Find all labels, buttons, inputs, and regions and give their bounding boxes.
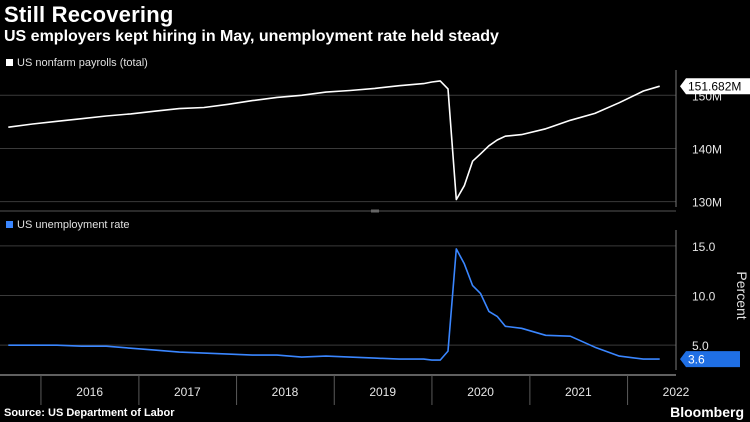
x-tick-label: 2020 bbox=[467, 385, 494, 399]
payrolls-legend-swatch bbox=[6, 59, 13, 66]
unemployment-last-value-label: 3.6 bbox=[688, 353, 705, 367]
unemployment-y-axis-label: Percent bbox=[734, 271, 750, 319]
x-tick-label: 2017 bbox=[174, 385, 201, 399]
unemployment-panel: US unemployment rate 5.0 10.0 15.0 Percent… bbox=[0, 219, 750, 370]
bloomberg-logo: Bloomberg bbox=[670, 404, 744, 420]
unemployment-y-tick-label: 15.0 bbox=[692, 240, 716, 254]
payrolls-last-value-tag bbox=[680, 78, 750, 95]
unemployment-legend-label: US unemployment rate bbox=[17, 219, 130, 231]
x-tick-label: 2016 bbox=[76, 385, 103, 399]
x-tick-label: 2021 bbox=[565, 385, 592, 399]
payrolls-y-tick-label: 130M bbox=[692, 196, 722, 210]
chart-subtitle: US employers kept hiring in May, unemplo… bbox=[4, 28, 499, 45]
unemployment-last-value-tag bbox=[680, 351, 740, 368]
unemployment-y-tick-label: 5.0 bbox=[692, 339, 709, 353]
source-note: Source: US Department of Labor bbox=[4, 407, 175, 419]
x-tick-label: 2018 bbox=[272, 385, 299, 399]
chart-title: Still Recovering bbox=[4, 2, 174, 27]
payrolls-panel: US nonfarm payrolls (total) 130M140M150M… bbox=[0, 57, 750, 210]
unemployment-legend-swatch bbox=[6, 221, 13, 228]
payrolls-legend-label: US nonfarm payrolls (total) bbox=[17, 57, 148, 69]
x-tick-label: 2019 bbox=[369, 385, 396, 399]
x-tick-label: 2022 bbox=[663, 385, 690, 399]
payrolls-series-line bbox=[8, 80, 660, 201]
payrolls-y-tick-label: 140M bbox=[692, 142, 722, 156]
panel-resize-handle bbox=[371, 209, 379, 213]
unemployment-series-line bbox=[8, 248, 660, 361]
unemployment-y-tick-label: 10.0 bbox=[692, 290, 716, 304]
payrolls-last-value-label: 151.682M bbox=[688, 80, 741, 94]
